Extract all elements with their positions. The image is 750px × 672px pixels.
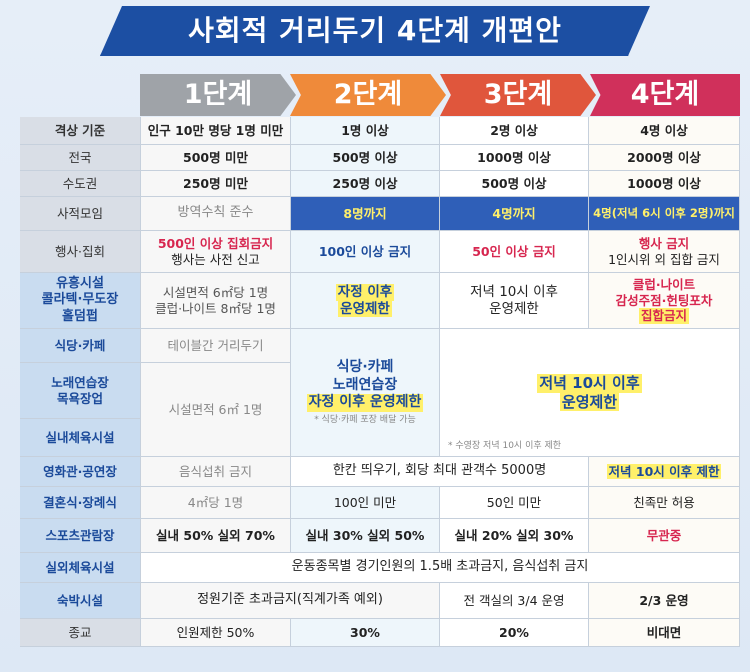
wedding-label: 결혼식·장례식 — [20, 487, 141, 519]
stage-1-header: 1단계 — [140, 74, 296, 116]
karaoke-label-1: 노래연습장 — [51, 374, 109, 390]
sports-label: 스포츠관람장 — [20, 519, 141, 553]
s34-note: * 수영장 저녁 10시 이후 제한 — [448, 440, 562, 451]
s2-merged-line2: 노래연습장 — [332, 376, 398, 393]
s2-merged-line3: 자정 이후 운영제한 — [306, 394, 424, 412]
outdoor-all: 운동종목별 경기인원의 1.5배 초과금지, 음식섭취 금지 — [141, 553, 740, 583]
s34-merged-restriction: 저녁 10시 이후 운영제한 * 수영장 저녁 10시 이후 제한 — [440, 329, 740, 457]
nightlife-s2-line2: 운영제한 — [338, 300, 392, 318]
event-s1-line2: 행사는 사전 신고 — [171, 251, 260, 267]
title-banner: 사회적 거리두기 4단계 개편안 — [100, 6, 650, 56]
nation-s1: 500명 미만 — [141, 145, 291, 171]
criteria-s2: 1명 이상 — [291, 117, 440, 145]
page-title: 사회적 거리두기 4단계 개편안 — [188, 14, 562, 47]
private-s3: 4명까지 — [440, 197, 589, 231]
cinema-s4-text: 저녁 10시 이후 제한 — [606, 463, 722, 480]
sports-s1: 실내 50% 실외 70% — [141, 519, 291, 553]
event-s1: 500인 이상 집회금지 행사는 사전 신고 — [141, 231, 291, 273]
wedding-s2: 100인 미만 — [291, 487, 440, 519]
nightlife-label-2: 콜라텍·무도장 — [41, 292, 119, 308]
nation-s4: 2000명 이상 — [589, 145, 740, 171]
nightlife-s1-line2: 클럽·나이트 8㎡당 1명 — [155, 300, 276, 316]
metro-s2: 250명 이상 — [291, 171, 440, 197]
stage-3-header: 3단계 — [440, 74, 596, 116]
stage-2-header: 2단계 — [290, 74, 446, 116]
private-label: 사적모임 — [20, 197, 141, 231]
religion-s1: 인원제한 50% — [141, 619, 291, 647]
wedding-s1: 4㎡당 1명 — [141, 487, 291, 519]
private-s2: 8명까지 — [291, 197, 440, 231]
lodging-label: 숙박시설 — [20, 583, 141, 619]
sports-s4: 무관중 — [589, 519, 740, 553]
nightlife-s2-line1: 자정 이후 — [335, 283, 395, 301]
cinema-s2-s3: 한칸 띄우기, 회당 최대 관객수 5000명 — [291, 457, 589, 487]
wedding-s4: 친족만 허용 — [589, 487, 740, 519]
religion-label: 종교 — [20, 619, 141, 647]
cafe-s1: 테이블간 거리두기 — [141, 329, 291, 363]
nightlife-label-3: 홀덤펍 — [62, 308, 98, 324]
nightlife-s2: 자정 이후 운영제한 — [291, 273, 440, 329]
criteria-label: 격상 기준 — [20, 117, 141, 145]
event-s3: 50인 이상 금지 — [440, 231, 589, 273]
criteria-s3: 2명 이상 — [440, 117, 589, 145]
nightlife-s3-line2: 운영제한 — [489, 300, 539, 317]
religion-s2: 30% — [291, 619, 440, 647]
nightlife-s4: 클럽·나이트 감성주점·헌팅포차 집합금지 — [589, 273, 740, 329]
cafe-label: 식당·카페 — [20, 329, 141, 363]
private-s4: 4명(저녁 6시 이후 2명)까지 — [589, 197, 740, 231]
outdoor-label: 실외체육시설 — [20, 553, 141, 583]
event-s4-line1: 행사 금지 — [638, 235, 690, 251]
gym-s1: 시설면적 6㎡ 1명 — [141, 363, 291, 457]
nightlife-label: 유흥시설 콜라텍·무도장 홀덤펍 — [20, 273, 141, 329]
event-s2: 100인 이상 금지 — [291, 231, 440, 273]
event-s1-line1: 500인 이상 집회금지 — [157, 235, 274, 251]
s2-note: * 식당·카페 포장 배달 가능 — [314, 414, 416, 425]
karaoke-label-2: 목욕장업 — [56, 390, 103, 406]
nightlife-s4-line2: 감성주점·헌팅포차 — [615, 292, 713, 308]
lodging-s1-s2: 정원기준 초과금지(직계가족 예외) — [141, 583, 440, 619]
nightlife-s4-line1: 클럽·나이트 — [632, 277, 696, 293]
event-label: 행사·집회 — [20, 231, 141, 273]
metro-s4: 1000명 이상 — [589, 171, 740, 197]
cinema-label: 영화관·공연장 — [20, 457, 141, 487]
rules-table: 격상 기준 인구 10만 명당 1명 미만 1명 이상 2명 이상 4명 이상 … — [20, 117, 740, 647]
religion-s4: 비대면 — [589, 619, 740, 647]
event-s4: 행사 금지 1인시위 외 집합 금지 — [589, 231, 740, 273]
metro-label: 수도권 — [20, 171, 141, 197]
s2-merged-restriction: 식당·카페 노래연습장 자정 이후 운영제한 * 식당·카페 포장 배달 가능 — [291, 329, 440, 457]
nation-s3: 1000명 이상 — [440, 145, 589, 171]
lodging-s4: 2/3 운영 — [589, 583, 740, 619]
nightlife-s1-line1: 시설면적 6㎡당 1명 — [162, 284, 269, 300]
s34-merged-line1: 저녁 10시 이후 — [537, 373, 642, 393]
criteria-s1: 인구 10만 명당 1명 미만 — [141, 117, 291, 145]
cinema-s1: 음식섭취 금지 — [141, 457, 291, 487]
karaoke-label: 노래연습장 목욕장업 — [20, 363, 141, 419]
sports-s3: 실내 20% 실외 30% — [440, 519, 589, 553]
stage-4-header: 4단계 — [590, 74, 740, 116]
nightlife-s3: 저녁 10시 이후 운영제한 — [440, 273, 589, 329]
nightlife-s4-line3: 집합금지 — [638, 308, 689, 324]
nation-s2: 500명 이상 — [291, 145, 440, 171]
s2-merged-line1: 식당·카페 — [336, 359, 394, 376]
sports-s2: 실내 30% 실외 50% — [291, 519, 440, 553]
metro-s3: 500명 이상 — [440, 171, 589, 197]
metro-s1: 250명 미만 — [141, 171, 291, 197]
gym-label: 실내체육시설 — [20, 419, 141, 457]
private-s1: 방역수칙 준수 — [141, 197, 291, 231]
s34-merged-line2: 운영제한 — [559, 392, 620, 412]
nightlife-s3-line1: 저녁 10시 이후 — [470, 283, 558, 300]
nation-label: 전국 — [20, 145, 141, 171]
religion-s3: 20% — [440, 619, 589, 647]
cinema-s4: 저녁 10시 이후 제한 — [589, 457, 740, 487]
nightlife-label-1: 유흥시설 — [56, 276, 104, 292]
lodging-s3: 전 객실의 3/4 운영 — [440, 583, 589, 619]
wedding-s3: 50인 미만 — [440, 487, 589, 519]
criteria-s4: 4명 이상 — [589, 117, 740, 145]
event-s4-line2: 1인시위 외 집합 금지 — [608, 251, 720, 267]
nightlife-s1: 시설면적 6㎡당 1명 클럽·나이트 8㎡당 1명 — [141, 273, 291, 329]
